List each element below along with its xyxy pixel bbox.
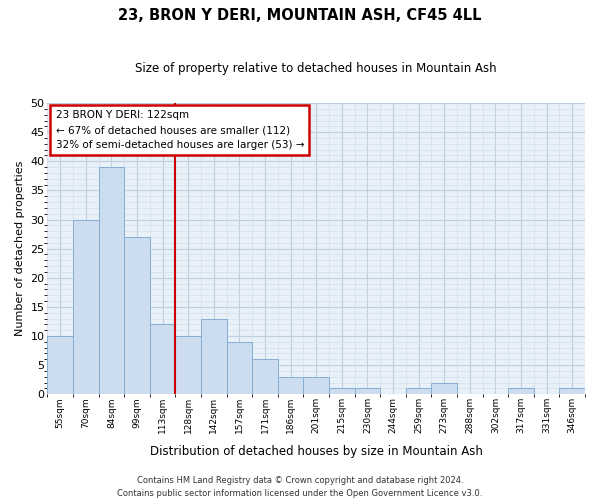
- Bar: [329, 388, 355, 394]
- Text: 23, BRON Y DERI, MOUNTAIN ASH, CF45 4LL: 23, BRON Y DERI, MOUNTAIN ASH, CF45 4LL: [118, 8, 482, 22]
- Y-axis label: Number of detached properties: Number of detached properties: [15, 161, 25, 336]
- Bar: [406, 388, 431, 394]
- Title: Size of property relative to detached houses in Mountain Ash: Size of property relative to detached ho…: [136, 62, 497, 76]
- Bar: [201, 318, 227, 394]
- Bar: [124, 237, 150, 394]
- Bar: [73, 220, 98, 394]
- Bar: [47, 336, 73, 394]
- X-axis label: Distribution of detached houses by size in Mountain Ash: Distribution of detached houses by size …: [150, 444, 482, 458]
- Bar: [175, 336, 201, 394]
- Bar: [150, 324, 175, 394]
- Text: 23 BRON Y DERI: 122sqm
← 67% of detached houses are smaller (112)
32% of semi-de: 23 BRON Y DERI: 122sqm ← 67% of detached…: [56, 110, 304, 150]
- Bar: [227, 342, 252, 394]
- Bar: [508, 388, 534, 394]
- Bar: [355, 388, 380, 394]
- Bar: [98, 167, 124, 394]
- Bar: [559, 388, 585, 394]
- Bar: [431, 382, 457, 394]
- Bar: [278, 377, 304, 394]
- Bar: [304, 377, 329, 394]
- Text: Contains HM Land Registry data © Crown copyright and database right 2024.
Contai: Contains HM Land Registry data © Crown c…: [118, 476, 482, 498]
- Bar: [252, 360, 278, 394]
